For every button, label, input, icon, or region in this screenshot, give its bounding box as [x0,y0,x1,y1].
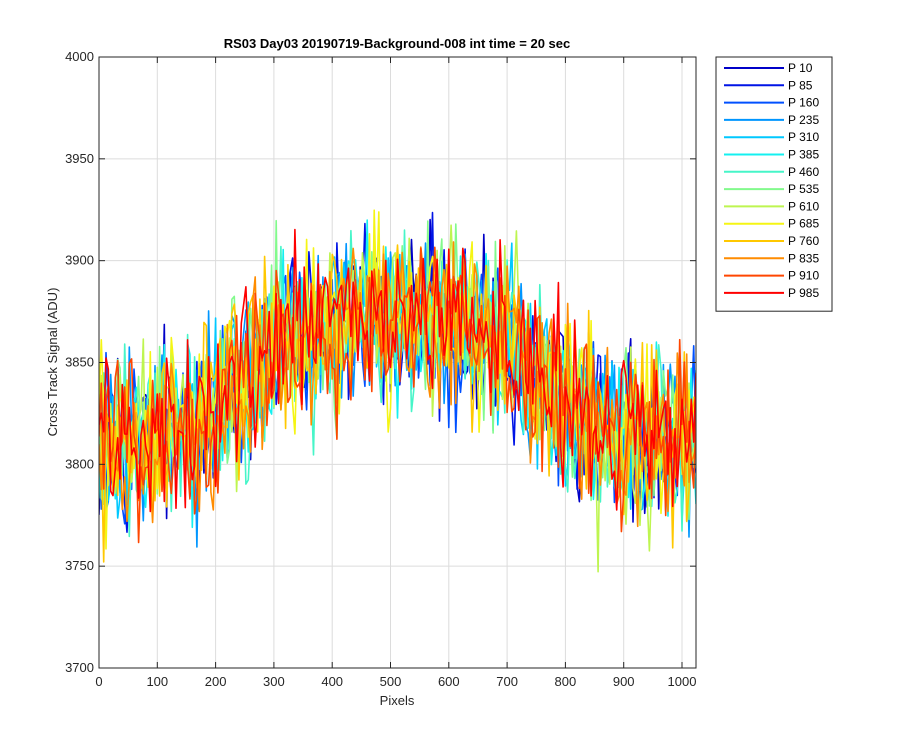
x-tick-label: 600 [438,674,460,689]
legend-entry: P 835 [788,251,819,265]
legend-entry: P 910 [788,269,819,283]
legend-box [715,56,833,312]
x-axis-label: Pixels [380,693,415,708]
y-axis-label: Cross Track Signal (ADU) [45,288,60,437]
y-tick-label: 3750 [65,558,94,573]
y-tick-label: 3700 [65,660,94,675]
legend-entry: P 535 [788,182,819,196]
legend-entry: P 310 [788,130,819,144]
legend-entry: P 160 [788,96,819,110]
legend-entry: P 385 [788,148,819,162]
legend-entry: P 10 [788,61,813,75]
legend-entry: P 85 [788,78,813,92]
x-tick-label: 0 [95,674,102,689]
x-tick-label: 900 [613,674,635,689]
x-tick-label: 100 [146,674,168,689]
x-tick-label: 500 [380,674,402,689]
legend-entry: P 460 [788,165,819,179]
y-tick-label: 3800 [65,456,94,471]
x-tick-label: 200 [205,674,227,689]
x-tick-label: 400 [321,674,343,689]
x-tick-label: 800 [555,674,577,689]
legend-entry: P 235 [788,113,819,127]
x-tick-label: 300 [263,674,285,689]
y-tick-label: 3950 [65,151,94,166]
y-tick-label: 3850 [65,355,94,370]
axes [98,56,697,669]
y-tick-label: 3900 [65,253,94,268]
chart-title: RS03 Day03 20190719-Background-008 int t… [224,36,571,51]
y-tick-label: 4000 [65,49,94,64]
legend-entry: P 760 [788,234,819,248]
legend-entry: P 610 [788,199,819,213]
legend: P 10 P 85 P 160 P 235 P 310 P 385 P 460 P 535 P … [715,56,833,312]
x-tick-label: 700 [496,674,518,689]
x-tick-label: 1000 [668,674,697,689]
series-line-p-985 [99,228,696,513]
legend-entry: P 685 [788,217,819,231]
legend-entry: P 985 [788,286,819,300]
tick-labels: 0 100 200 300 400 500 600 700 800 900 1000 3700 3750… [65,49,696,689]
series-lines [99,209,696,573]
